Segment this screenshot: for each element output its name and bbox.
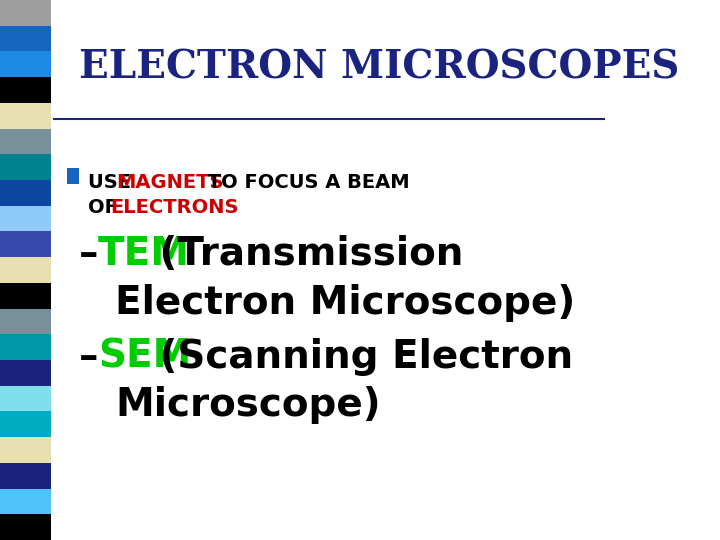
Text: –: – <box>78 235 98 273</box>
Text: ELECTRON MICROSCOPES: ELECTRON MICROSCOPES <box>78 49 679 86</box>
Bar <box>0 360 51 386</box>
Text: –: – <box>78 338 98 375</box>
Text: SEM: SEM <box>98 338 192 375</box>
Bar <box>0 26 51 51</box>
Bar <box>0 154 51 180</box>
Bar <box>0 463 51 489</box>
Bar <box>0 411 51 437</box>
Bar <box>66 168 78 184</box>
Bar <box>0 232 51 257</box>
Bar <box>0 386 51 411</box>
Bar <box>0 51 51 77</box>
Text: OF: OF <box>88 198 125 217</box>
Bar <box>0 489 51 514</box>
Bar <box>0 103 51 129</box>
Text: TO FOCUS A BEAM: TO FOCUS A BEAM <box>202 173 410 192</box>
Bar <box>0 206 51 232</box>
Bar <box>0 257 51 283</box>
Bar <box>0 77 51 103</box>
Text: ELECTRONS: ELECTRONS <box>111 198 239 217</box>
Bar <box>0 308 51 334</box>
Bar <box>0 437 51 463</box>
Bar <box>0 129 51 154</box>
Text: Microscope): Microscope) <box>115 386 381 424</box>
Bar <box>0 514 51 540</box>
Bar <box>0 180 51 206</box>
Text: MAGNETS: MAGNETS <box>116 173 224 192</box>
Text: USE: USE <box>88 173 138 192</box>
Bar <box>0 283 51 308</box>
Text: TEM: TEM <box>98 235 190 273</box>
Bar <box>0 0 51 26</box>
Text: Electron Microscope): Electron Microscope) <box>115 284 575 321</box>
Bar <box>0 334 51 360</box>
Text: (Scanning Electron: (Scanning Electron <box>146 338 574 375</box>
Text: (Transmission: (Transmission <box>146 235 464 273</box>
